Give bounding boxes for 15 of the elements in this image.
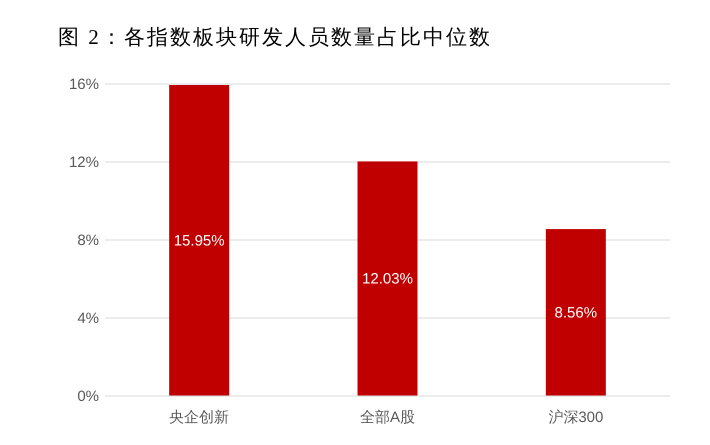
x-tick-label: 沪深300 (548, 409, 604, 426)
x-tick-label: 全部A股 (360, 409, 416, 426)
chart-title: 图 2：各指数板块研发人员数量占比中位数 (58, 25, 492, 49)
bar (169, 84, 230, 396)
x-tick-label: 央企创新 (169, 409, 230, 426)
y-tick-label: 12% (68, 154, 99, 171)
bar (546, 229, 606, 396)
y-tick-label: 8% (77, 232, 99, 249)
bar (358, 161, 418, 396)
y-tick-label: 16% (68, 76, 99, 93)
data-label: 15.95% (174, 232, 225, 250)
y-tick-label: 4% (77, 310, 99, 327)
y-tick-label: 0% (77, 388, 99, 405)
data-label: 8.56% (554, 304, 598, 322)
data-label: 12.03% (362, 270, 413, 288)
